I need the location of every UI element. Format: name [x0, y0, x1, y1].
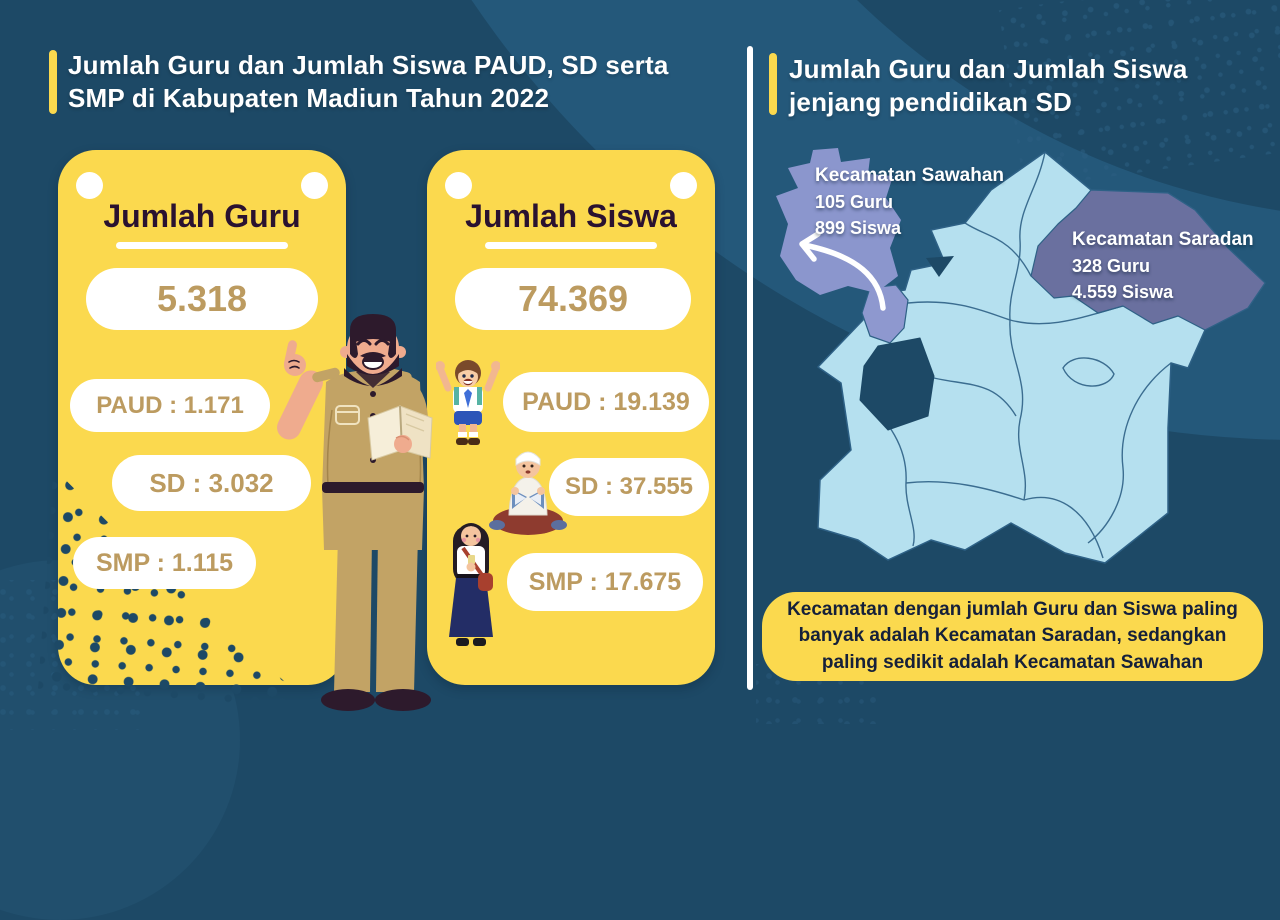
reading-student-illustration	[489, 451, 567, 535]
card-underline	[485, 242, 657, 249]
map-arrow	[799, 231, 886, 311]
guru-paud-value: PAUD : 1.171	[70, 379, 270, 432]
saradan-label: Kecamatan Saradan 328 Guru 4.559 Siswa	[1072, 227, 1254, 305]
guru-sd-value: SD : 3.032	[112, 455, 311, 511]
left-title-accent-bar	[49, 50, 57, 114]
saradan-guru: 328 Guru	[1072, 255, 1151, 276]
left-panel-title: Jumlah Guru dan Jumlah Siswa PAUD, SD se…	[68, 50, 669, 114]
saradan-name: Kecamatan Saradan	[1072, 229, 1254, 250]
card-hole-left	[76, 172, 103, 199]
map-region-saradan	[1030, 189, 1266, 331]
right-title-accent-bar	[769, 53, 777, 115]
sawahan-label: Kecamatan Sawahan 105 Guru 899 Siswa	[815, 163, 1004, 241]
card-hole-left	[445, 172, 472, 199]
siswa-smp-value: SMP : 17.675	[507, 553, 703, 611]
sawahan-siswa: 899 Siswa	[815, 217, 902, 238]
kabupaten-madiun-map	[776, 148, 1266, 564]
card-hole-right	[301, 172, 328, 199]
map-city-cutout	[859, 337, 935, 431]
siswa-sd-value: SD : 37.555	[549, 458, 709, 516]
panel-divider	[747, 46, 753, 690]
guru-total-value: 5.318	[86, 268, 318, 330]
map-sawahan-inset	[776, 148, 901, 295]
teacher-illustration	[277, 314, 433, 711]
guru-card-title: Jumlah Guru	[103, 198, 301, 234]
siswa-card-title: Jumlah Siswa	[465, 198, 677, 234]
card-hole-right	[670, 172, 697, 199]
siswa-total-value: 74.369	[455, 268, 691, 330]
card-underline	[116, 242, 288, 249]
sawahan-name: Kecamatan Sawahan	[815, 165, 1005, 186]
guru-smp-value: SMP : 1.115	[73, 537, 256, 589]
conclusion-note-text: Kecamatan dengan jumlah Guru dan Siswa p…	[787, 598, 1238, 673]
cheering-student-illustration	[436, 360, 500, 445]
map-region-sawahan	[861, 284, 909, 344]
conclusion-note: Kecamatan dengan jumlah Guru dan Siswa p…	[762, 592, 1263, 681]
right-panel-title: Jumlah Guru dan Jumlah Siswa jenjang pen…	[789, 54, 1188, 118]
sawahan-guru: 105 Guru	[815, 191, 894, 212]
standing-student-illustration	[449, 523, 493, 646]
siswa-paud-value: PAUD : 19.139	[503, 372, 709, 432]
saradan-siswa: 4.559 Siswa	[1072, 281, 1174, 302]
